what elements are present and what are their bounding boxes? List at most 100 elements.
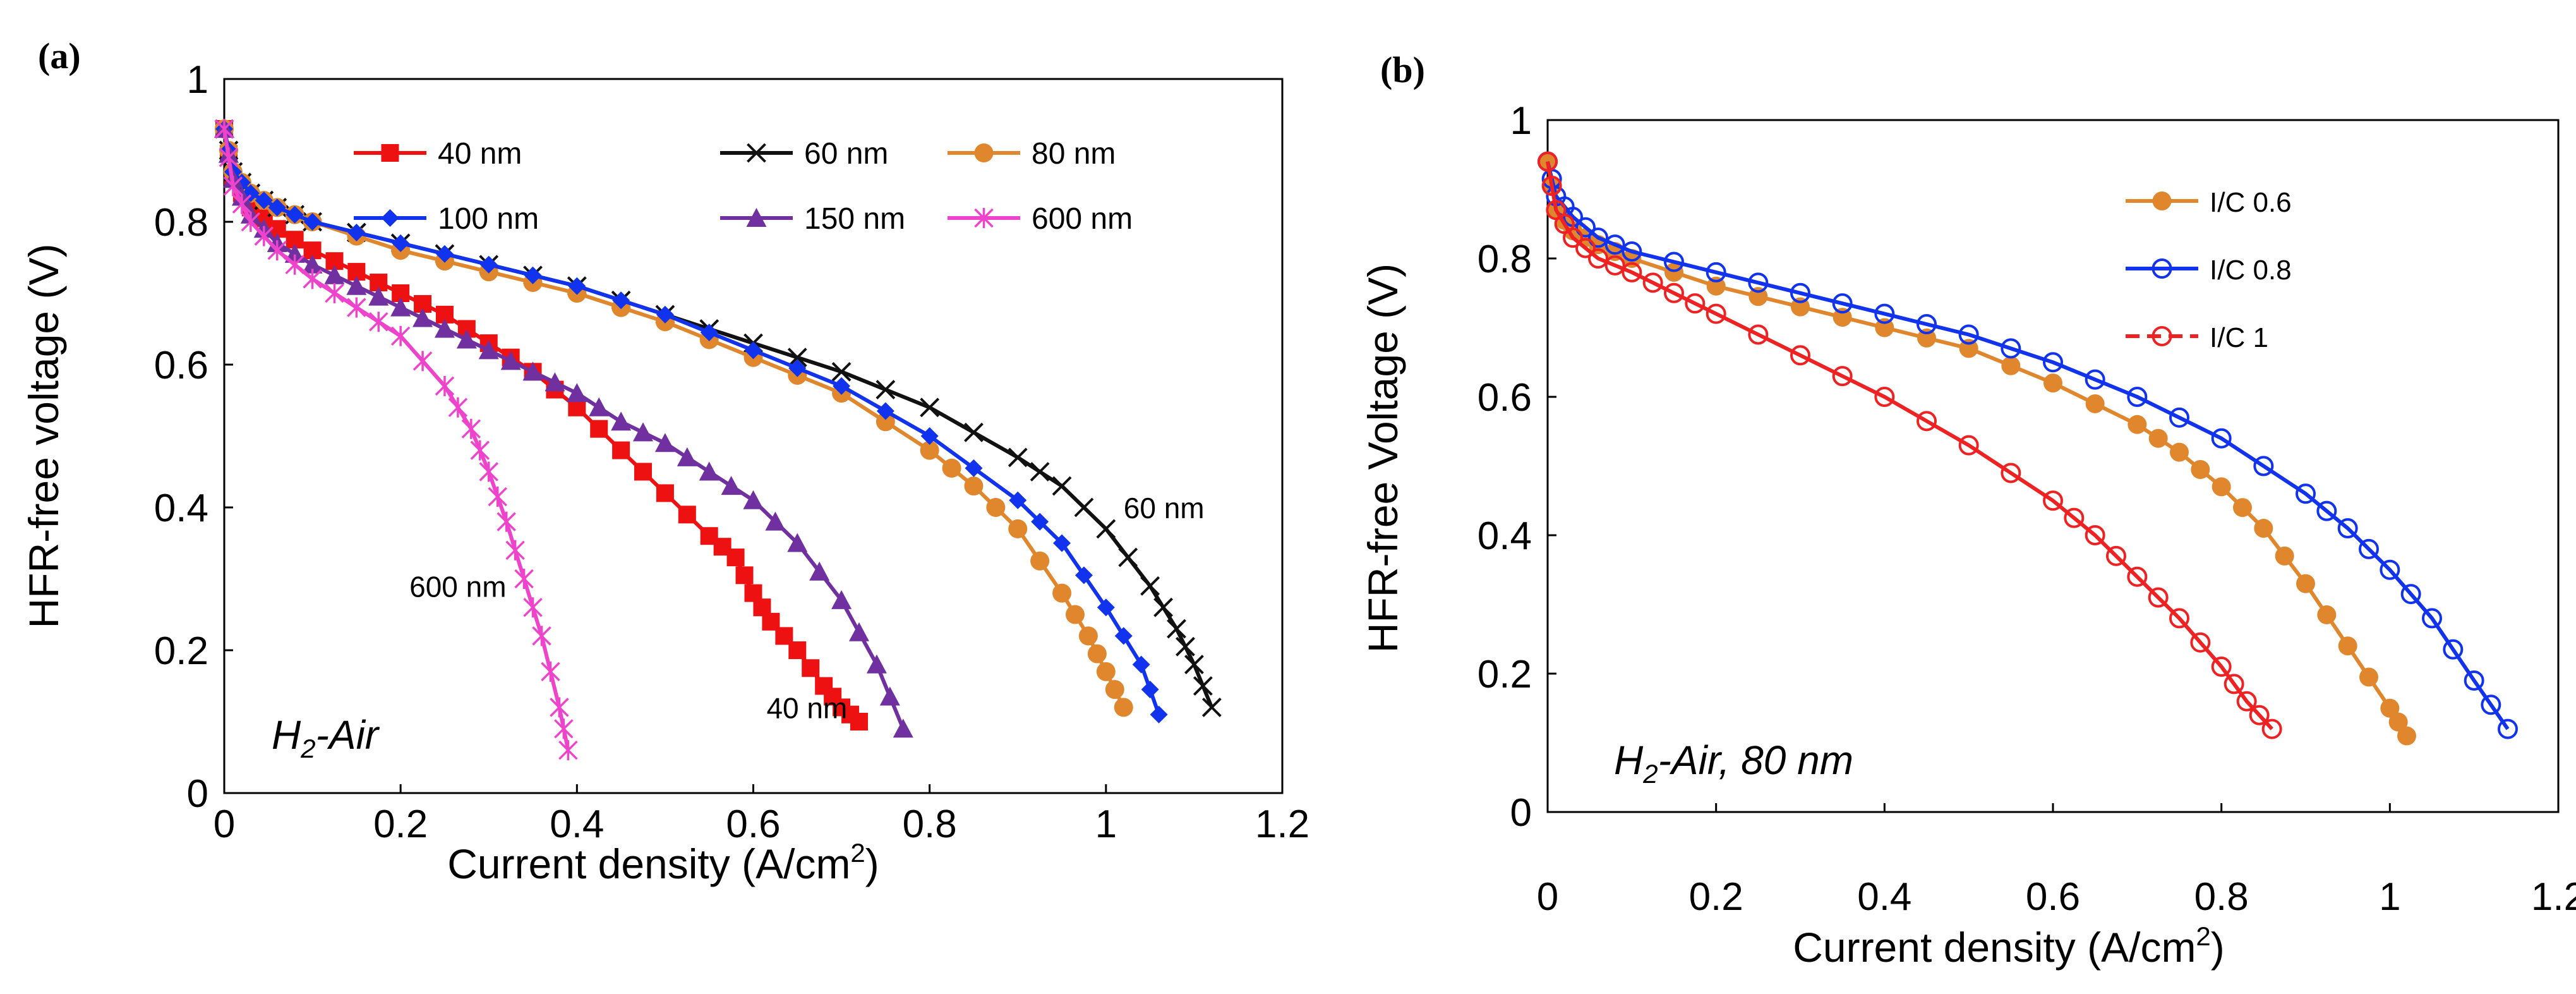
panel-a-x-tick-label: 0.2 xyxy=(373,803,428,846)
panel-a-point-600-nm xyxy=(497,511,516,532)
panel-a-series-40-nm xyxy=(215,120,868,730)
panel-a-legend-entry-80-nm: 80 nm xyxy=(948,137,1116,171)
panel-b-point-i-c-1 xyxy=(1575,238,1596,258)
panel-a-point-100-nm xyxy=(1074,566,1093,585)
panel-a-point-40-nm xyxy=(735,566,754,585)
panel-b-point-i-c-1 xyxy=(1622,262,1642,282)
panel-a-legend-label: 600 nm xyxy=(1032,202,1133,236)
panel-b-point-i-c-1 xyxy=(2064,507,2085,528)
panel-b-condition-label: H2-Air, 80 nm xyxy=(1614,737,1853,789)
panel-a-curves xyxy=(214,119,1222,761)
panel-a-y-tick-label: 1 xyxy=(187,58,208,102)
panel-a-point-100-nm xyxy=(1132,655,1150,674)
panel-a-legend-label: 60 nm xyxy=(804,137,888,171)
panel-b-point-i-c-0-8 xyxy=(2498,718,2518,739)
panel-a-point-150-nm xyxy=(866,654,887,674)
panel-a-point-60-nm xyxy=(1167,619,1186,639)
panel-b-point-i-c-1 xyxy=(2085,525,2105,545)
panel-b-point-i-c-0-8 xyxy=(1874,303,1895,324)
panel-a-point-60-nm xyxy=(1030,462,1050,482)
panel-b-point-i-c-1 xyxy=(1664,282,1684,303)
panel-a-point-80-nm xyxy=(1065,605,1085,624)
panel-a-point-80-nm xyxy=(964,476,984,496)
panel-a-point-600-nm xyxy=(369,312,388,332)
panel-a-legend-entry-100-nm: 100 nm xyxy=(354,202,539,236)
panel-b-y-tick-label: 0 xyxy=(1510,791,1532,835)
panel-b-point-i-c-1 xyxy=(1538,151,1558,172)
panel-a-point-150-nm xyxy=(721,476,742,495)
panel-b-x-tick-label: 1 xyxy=(2379,875,2400,919)
panel-a-point-80-nm xyxy=(1052,583,1072,603)
panel-a-series-100-nm xyxy=(215,120,1168,724)
panel-a-point-100-nm xyxy=(347,223,366,241)
panel-a-point-600-nm xyxy=(347,297,366,318)
panel-a-point-40-nm xyxy=(590,420,608,438)
panel-a-point-80-nm xyxy=(1114,698,1133,717)
panel-b-point-i-c-0-8 xyxy=(2316,500,2337,521)
panel-b-point-i-c-0-8 xyxy=(1604,234,1625,255)
panel-a-point-600-nm xyxy=(523,597,543,618)
panel-a-legend-label: 40 nm xyxy=(438,137,522,171)
panel-a-legend-label: 80 nm xyxy=(1032,137,1116,171)
panel-b-legend-swatch-marker xyxy=(2152,191,2172,210)
panel-b-point-i-c-0-8 xyxy=(2481,694,2501,715)
panel-b-series-line-i-c-1 xyxy=(1546,161,2273,730)
panel-b-point-i-c-0-8 xyxy=(1664,252,1684,272)
panel-b-point-i-c-1 xyxy=(1563,227,1583,248)
panel-b-point-i-c-0-8 xyxy=(1917,314,1937,335)
panel-b-y-tick-label: 0.8 xyxy=(1478,238,1532,281)
panel-a-point-600-nm xyxy=(390,325,411,346)
panel-a-legend-entry-60-nm: 60 nm xyxy=(720,137,888,171)
panel-b-legend: I/C 0.6 I/C 0.8 I/C 1 xyxy=(2126,187,2292,353)
panel-a-point-100-nm xyxy=(303,213,322,231)
panel-a-point-100-nm xyxy=(1114,627,1133,645)
panel-a-x-tick-label: 0.4 xyxy=(550,803,604,846)
panel-b-point-i-c-0-6 xyxy=(2128,415,2147,434)
panel-a-legend-swatch-marker xyxy=(381,144,399,162)
panel-a-point-100-nm xyxy=(568,277,586,295)
panel-a-point-150-nm xyxy=(478,340,499,360)
panel-b-point-i-c-0-6 xyxy=(2296,574,2315,593)
panel-b-x-axis-title: Current density (A/cm2) xyxy=(1793,921,2225,971)
panel-b-plot-frame xyxy=(1546,119,2560,813)
panel-a-point-600-nm xyxy=(532,626,551,646)
panel-a-x-tick-label: 0 xyxy=(214,803,235,846)
panel-b-point-i-c-0-6 xyxy=(2001,356,2021,375)
panel-a-point-40-nm xyxy=(726,549,745,567)
panel-a-point-60-nm xyxy=(1118,547,1138,567)
panel-a-point-60-nm xyxy=(964,422,984,442)
panel-b-point-i-c-0-6 xyxy=(2254,519,2273,538)
panel-b-x-tick-label: 0.8 xyxy=(2194,875,2249,919)
panel-a-legend-swatch-marker xyxy=(381,209,399,227)
panel-a-point-100-nm xyxy=(524,266,542,284)
panel-a-point-150-nm xyxy=(633,422,654,442)
panel-a-point-60-nm xyxy=(876,380,896,399)
panel-b-series-i-c-1 xyxy=(1538,151,2282,739)
panel-a-point-150-nm xyxy=(849,622,869,641)
panel-a-point-40-nm xyxy=(678,506,696,524)
panel-a-x-tick-label: 0.6 xyxy=(726,803,780,846)
panel-a-point-100-nm xyxy=(479,255,498,274)
panel-a-point-150-nm xyxy=(654,433,675,452)
panel-a-series-line-150-nm xyxy=(222,128,905,730)
panel-b-point-i-c-0-8 xyxy=(2422,608,2442,629)
panel-a-point-150-nm xyxy=(743,490,764,509)
panel-b-point-i-c-0-6 xyxy=(1664,262,1683,282)
panel-b-point-i-c-0-8 xyxy=(1622,241,1642,262)
panel-b-point-i-c-0-8 xyxy=(2380,559,2400,580)
panel-a-annotation-40-nm: 40 nm xyxy=(766,691,847,724)
panel-b-x-tick-label: 0.6 xyxy=(2026,875,2080,919)
panel-a-point-80-nm xyxy=(876,412,895,432)
panel-b-series-line-i-c-0-8 xyxy=(1546,161,2510,730)
panel-b-point-i-c-1 xyxy=(1917,411,1937,432)
panel-a-point-600-nm xyxy=(412,351,433,372)
panel-b-label: (b) xyxy=(1380,49,1425,90)
panel-a-point-80-nm xyxy=(1030,551,1050,571)
panel-a-point-150-nm xyxy=(456,329,477,349)
panel-a-point-100-nm xyxy=(1141,681,1159,699)
panel-a-point-100-nm xyxy=(744,341,762,360)
panel-b-point-i-c-1 xyxy=(1706,303,1726,324)
panel-a-x-tick-label: 1.2 xyxy=(1255,803,1309,846)
panel-a-point-80-nm xyxy=(920,440,939,460)
panel-a-point-150-nm xyxy=(368,286,389,306)
